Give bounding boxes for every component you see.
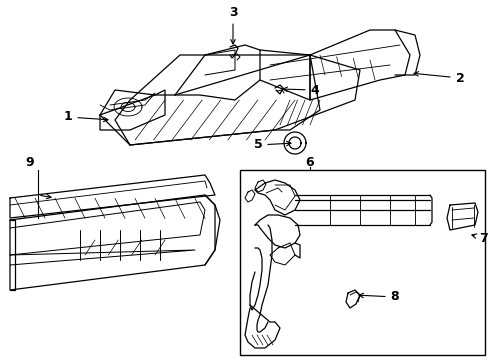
Text: 3: 3	[228, 5, 237, 44]
Text: 2: 2	[413, 72, 464, 85]
Bar	[240, 170, 484, 355]
Text: 9: 9	[26, 157, 34, 170]
Text: 6: 6	[305, 157, 314, 170]
Text: 1: 1	[63, 111, 108, 123]
Text: 5: 5	[253, 139, 290, 152]
Text: 8: 8	[358, 291, 399, 303]
Text: 7: 7	[471, 231, 488, 244]
Text: 4: 4	[283, 84, 319, 96]
